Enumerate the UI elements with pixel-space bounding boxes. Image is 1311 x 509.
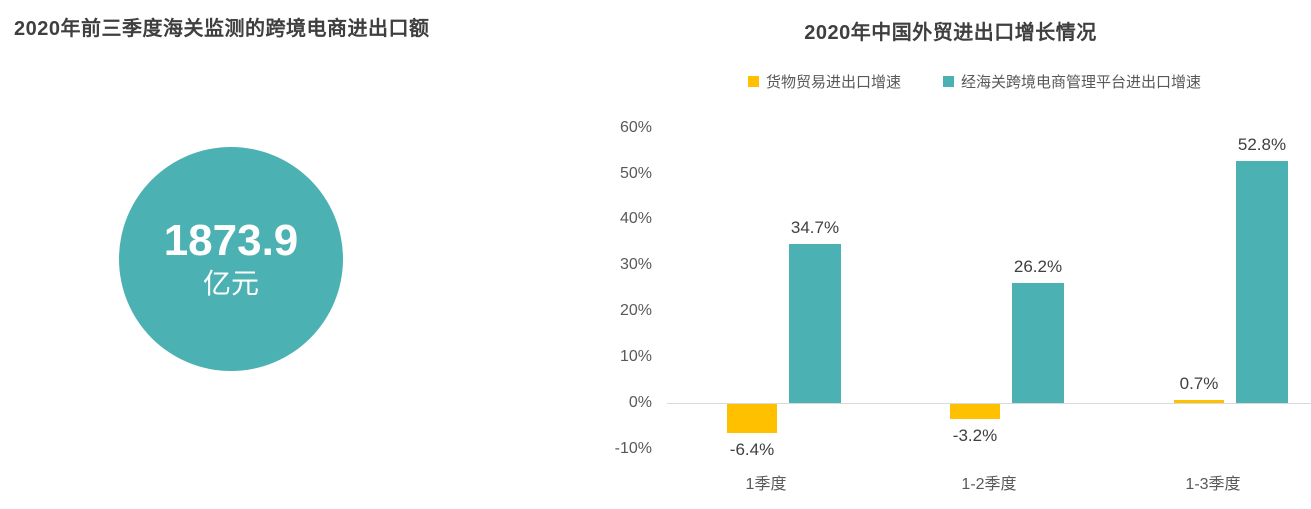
x-axis-label-group3: 1-3季度 <box>1185 476 1241 493</box>
y-axis-tick-0: 0% <box>628 394 652 411</box>
y-axis-tick-10: 10% <box>619 348 652 366</box>
x-axis-label-group1: 1季度 <box>745 476 787 493</box>
bar-series1-group1 <box>727 404 777 434</box>
legend-swatch-1 <box>747 76 759 87</box>
y-axis-tick-50: 50% <box>619 164 652 182</box>
chart-plot-area: 60% 50% 40% 30% 20% 10% 0% -10% -6.4% 34.7% 1季度 -3.… <box>590 110 1311 509</box>
bar-series2-group3 <box>1236 160 1288 403</box>
bar-series1-group2 <box>950 404 1000 419</box>
total-value-circle: 1873.9 亿元 <box>119 147 343 371</box>
y-axis-tick-40: 40% <box>619 210 652 228</box>
legend-item-2: 经海关跨境电商管理平台进出口增速 <box>943 71 1201 92</box>
x-axis-label-group2: 1-2季度 <box>961 476 1017 493</box>
total-value: 1873.9 <box>163 216 299 266</box>
data-label-series1-group3: 0.7% <box>1179 373 1219 393</box>
data-label-series2-group1: 34.7% <box>790 217 840 237</box>
chart-panel: 2020年中国外贸进出口增长情况 货物贸易进出口增速 经海关跨境电商管理平台进出口… <box>590 0 1311 509</box>
bar-series2-group2 <box>1012 282 1064 403</box>
total-value-unit: 亿元 <box>202 267 259 299</box>
chart-title: 2020年中国外贸进出口增长情况 <box>804 22 1097 44</box>
legend-label-1: 货物贸易进出口增速 <box>765 74 901 91</box>
y-axis-tick-60: 60% <box>619 118 652 136</box>
y-axis-tick-30: 30% <box>619 256 652 274</box>
x-axis-line <box>667 403 1311 404</box>
legend-item-1: 货物贸易进出口增速 <box>747 71 901 92</box>
legend-swatch-2 <box>943 76 954 87</box>
chart-legend: 货物贸易进出口增速 经海关跨境电商管理平台进出口增速 <box>590 71 1311 92</box>
data-label-series1-group2: -3.2% <box>952 425 998 445</box>
y-axis-tick-20: 20% <box>619 302 652 320</box>
data-label-series1-group1: -6.4% <box>729 440 775 460</box>
legend-label-2: 经海关跨境电商管理平台进出口增速 <box>961 74 1202 91</box>
data-label-series2-group3: 52.8% <box>1237 134 1287 154</box>
bar-series1-group3 <box>1174 399 1224 403</box>
y-axis-tick--10: -10% <box>614 439 652 457</box>
data-label-series2-group2: 26.2% <box>1013 256 1063 276</box>
bar-series2-group1 <box>789 243 841 403</box>
left-panel-title: 2020年前三季度海关监测的跨境电商进出口额 <box>14 18 430 40</box>
